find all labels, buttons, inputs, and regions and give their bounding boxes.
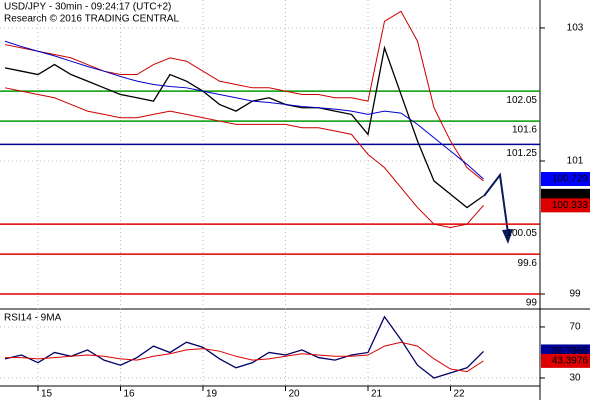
y-tick-label: 101 (567, 156, 584, 167)
level-label: 100.05 (506, 228, 537, 239)
last-value-label: 50.7965 (552, 346, 589, 357)
x-tick-label: 15 (41, 389, 53, 400)
series-line (4, 45, 484, 209)
last-value-label: 100.729 (552, 174, 589, 185)
last-value-label: 43.3976 (552, 356, 589, 367)
forecast-arrow (483, 172, 509, 234)
series-line (5, 341, 484, 373)
level-label: 99 (526, 298, 538, 309)
x-tick-label: 20 (289, 389, 301, 400)
last-value-box (541, 172, 590, 187)
y-tick-label: 70 (569, 322, 581, 333)
x-tick-label: 22 (454, 389, 466, 400)
y-tick-label: 103 (567, 23, 584, 34)
chart-title: USD/JPY - 30min - 09:24:17 (UTC+2) (4, 2, 171, 13)
y-tick-label: 99 (569, 289, 581, 300)
series-line (4, 40, 484, 180)
last-value-label: 100.476 (552, 190, 589, 201)
x-tick-label: 19 (206, 389, 218, 400)
chart-subtitle: Research © 2016 TRADING CENTRAL (4, 14, 179, 25)
panel-title: RSI14 - 9MA (4, 313, 62, 324)
level-label: 102.05 (506, 95, 537, 106)
x-tick-label: 16 (124, 389, 136, 400)
level-label: 101.25 (506, 148, 537, 159)
last-value-box (541, 198, 590, 213)
series-line (4, 315, 484, 379)
x-tick-label: 21 (371, 389, 383, 400)
series-line (4, 10, 484, 182)
last-value-box (541, 353, 590, 368)
forecast-arrowhead (502, 229, 513, 244)
level-label: 101.6 (512, 125, 537, 136)
y-tick-label: 30 (569, 373, 581, 384)
level-label: 99.6 (518, 258, 538, 269)
last-value-label: 100.333 (552, 200, 589, 211)
series-line (4, 87, 484, 229)
